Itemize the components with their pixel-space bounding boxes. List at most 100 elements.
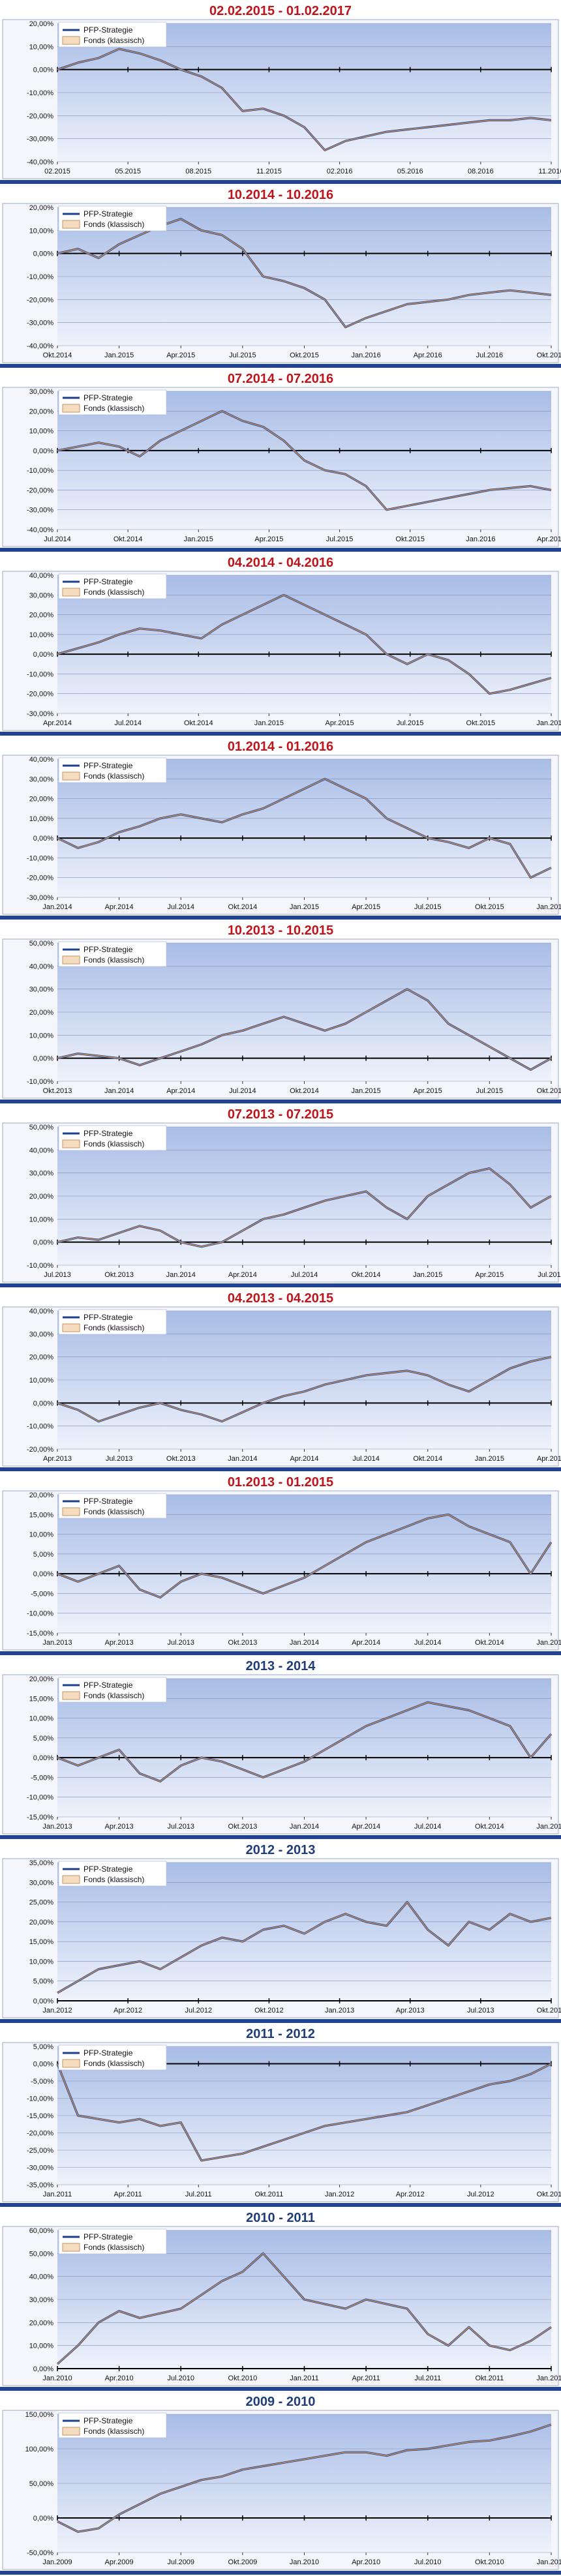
legend-label: PFP-Strategie — [83, 2416, 133, 2425]
x-tick-label: Apr.2010 — [352, 2558, 380, 2566]
y-tick-label: 25,00% — [29, 1899, 54, 1907]
y-tick-label: 20,00% — [29, 1491, 54, 1499]
x-tick-label: Jan.2015 — [413, 1271, 442, 1279]
x-tick-label: Jul.2014 — [414, 1823, 442, 1831]
y-tick-label: -30,00% — [27, 894, 53, 902]
y-tick-label: -40,00% — [27, 526, 53, 534]
legend-label: Fonds (klassisch) — [83, 955, 144, 965]
legend-label: Fonds (klassisch) — [83, 404, 144, 413]
chart-svg: 35,00% 30,00% 25,00% 20,00% 15,00% 10,00% 5,00… — [2, 1858, 561, 2018]
x-tick-label: Jul.2009 — [167, 2558, 194, 2566]
legend-label: PFP-Strategie — [83, 945, 133, 954]
legend-swatch-fund — [62, 2243, 80, 2252]
y-tick-label: 30,00% — [29, 1330, 54, 1338]
y-tick-label: 40,00% — [29, 572, 54, 580]
x-tick-label: Okt.2014 — [413, 1455, 442, 1463]
x-tick-label: Apr.2013 — [43, 1455, 72, 1463]
x-tick-label: Okt.2012 — [537, 2191, 561, 2198]
x-tick-label: Jul.2014 — [414, 1639, 442, 1647]
x-tick-label: Jul.2015 — [397, 719, 424, 727]
x-tick-label: Apr.2015 — [537, 1455, 561, 1463]
legend-swatch-fund — [62, 1507, 80, 1516]
y-tick-label: 0,00% — [33, 1055, 53, 1063]
y-tick-label: -10,00% — [27, 854, 53, 862]
y-tick-label: 20,00% — [29, 2319, 54, 2327]
chart-svg: 50,00% 40,00% 30,00% 20,00% 10,00% 0,00% -10,0… — [2, 1122, 561, 1283]
x-tick-label: Apr.2015 — [326, 719, 354, 727]
panel-separator — [0, 1283, 561, 1287]
series-line-fund — [57, 1356, 552, 1422]
chart-svg: 60,00% 50,00% 40,00% 30,00% 20,00% 10,00% 0,00… — [2, 2226, 561, 2386]
y-tick-label: 10,00% — [29, 815, 54, 823]
x-tick-label: Jan.2011 — [537, 2558, 561, 2566]
y-tick-label: 20,00% — [29, 1193, 54, 1201]
x-tick-label: Apr.2012 — [114, 2007, 142, 2014]
chart-svg: 20,00% 10,00% 0,00% -10,00% -20,00% -30,00% -4… — [2, 203, 561, 363]
legend-label: Fonds (klassisch) — [83, 2059, 144, 2068]
series-line-fund — [57, 218, 552, 328]
series-line-fund — [57, 594, 552, 695]
x-tick-label: Apr.2013 — [105, 1823, 134, 1831]
panel-separator — [0, 1651, 561, 1655]
y-tick-label: 0,00% — [33, 651, 53, 659]
y-tick-label: -20,00% — [27, 487, 53, 494]
chart-svg: 150,00% 100,00% 50,00% 0,00% -50,00%Jan.2009… — [2, 2410, 561, 2570]
x-tick-label: Okt.2015 — [466, 719, 496, 727]
panel-separator — [0, 2019, 561, 2023]
x-tick-label: Jul.2014 — [352, 1455, 380, 1463]
y-tick-label: -20,00% — [27, 2130, 53, 2138]
y-tick-label: -10,00% — [27, 1423, 53, 1431]
legend-swatch-fund — [62, 1323, 80, 1332]
y-tick-label: 40,00% — [29, 963, 54, 970]
x-tick-label: Apr.2014 — [290, 1455, 318, 1463]
series-line-fund — [57, 2253, 552, 2365]
panel-separator — [0, 1100, 561, 1103]
x-tick-label: Apr.2014 — [228, 1271, 257, 1279]
x-tick-label: Jul.2010 — [414, 2558, 442, 2566]
y-tick-label: 0,00% — [33, 1998, 53, 2005]
chart-title: 01.2014 - 01.2016 — [227, 740, 334, 754]
y-tick-label: 40,00% — [29, 2273, 54, 2281]
x-tick-label: Jul.2012 — [467, 2191, 494, 2198]
x-tick-label: Jan.2015 — [184, 535, 213, 543]
x-tick-label: 11.2015 — [256, 168, 282, 175]
x-tick-label: Jul.2013 — [167, 1823, 194, 1831]
chart-svg: 50,00% 40,00% 30,00% 20,00% 10,00% 0,00% -10,0… — [2, 938, 561, 1099]
y-tick-label: 30,00% — [29, 986, 54, 994]
x-tick-label: Okt.2011 — [255, 2191, 284, 2198]
y-tick-label: -30,00% — [27, 710, 53, 718]
legend-swatch-fund — [62, 955, 80, 965]
legend-label: Fonds (klassisch) — [83, 1323, 144, 1332]
x-tick-label: Jul.2011 — [414, 2374, 441, 2382]
chart-svg: 20,00% 10,00% 0,00% -10,00% -20,00% -30,00% -4… — [2, 19, 561, 179]
x-tick-label: Jan.2013 — [42, 1823, 72, 1831]
y-tick-label: -50,00% — [27, 2549, 53, 2557]
y-tick-label: -30,00% — [27, 2164, 53, 2172]
x-tick-label: Apr.2014 — [352, 1639, 380, 1647]
x-tick-label: Okt.2014 — [475, 1639, 504, 1647]
chart-svg: 5,00% 0,00% -5,00% -10,00% -15,00% -20,00% -25… — [2, 2042, 561, 2202]
panel-separator — [0, 732, 561, 736]
y-tick-label: 0,00% — [33, 67, 53, 74]
legend-label: Fonds (klassisch) — [83, 1139, 144, 1148]
x-tick-label: Jan.2015 — [351, 1087, 380, 1095]
y-tick-label: -5,00% — [31, 2078, 53, 2086]
y-tick-label: 0,00% — [33, 2515, 53, 2523]
legend-label: PFP-Strategie — [83, 1313, 133, 1322]
y-tick-label: 60,00% — [29, 2227, 54, 2235]
y-tick-label: 20,00% — [29, 1009, 54, 1017]
x-tick-label: Jan.2013 — [42, 1639, 72, 1647]
x-tick-label: Jan.2010 — [290, 2558, 319, 2566]
x-tick-label: Apr.2015 — [166, 352, 195, 359]
legend-swatch-fund — [62, 771, 80, 781]
y-tick-label: -10,00% — [27, 273, 53, 281]
legend-swatch-fund — [62, 1875, 80, 1884]
x-tick-label: Okt.2013 — [228, 1639, 258, 1647]
chart-title: 10.2014 - 10.2016 — [227, 188, 334, 202]
x-tick-label: Jul.2016 — [476, 352, 504, 359]
panel-separator — [0, 2203, 561, 2207]
x-tick-label: Jul.2014 — [44, 535, 71, 543]
chart-title: 2009 - 2010 — [245, 2395, 316, 2409]
legend-swatch-fund — [62, 404, 80, 413]
x-tick-label: Jan.2009 — [42, 2558, 72, 2566]
